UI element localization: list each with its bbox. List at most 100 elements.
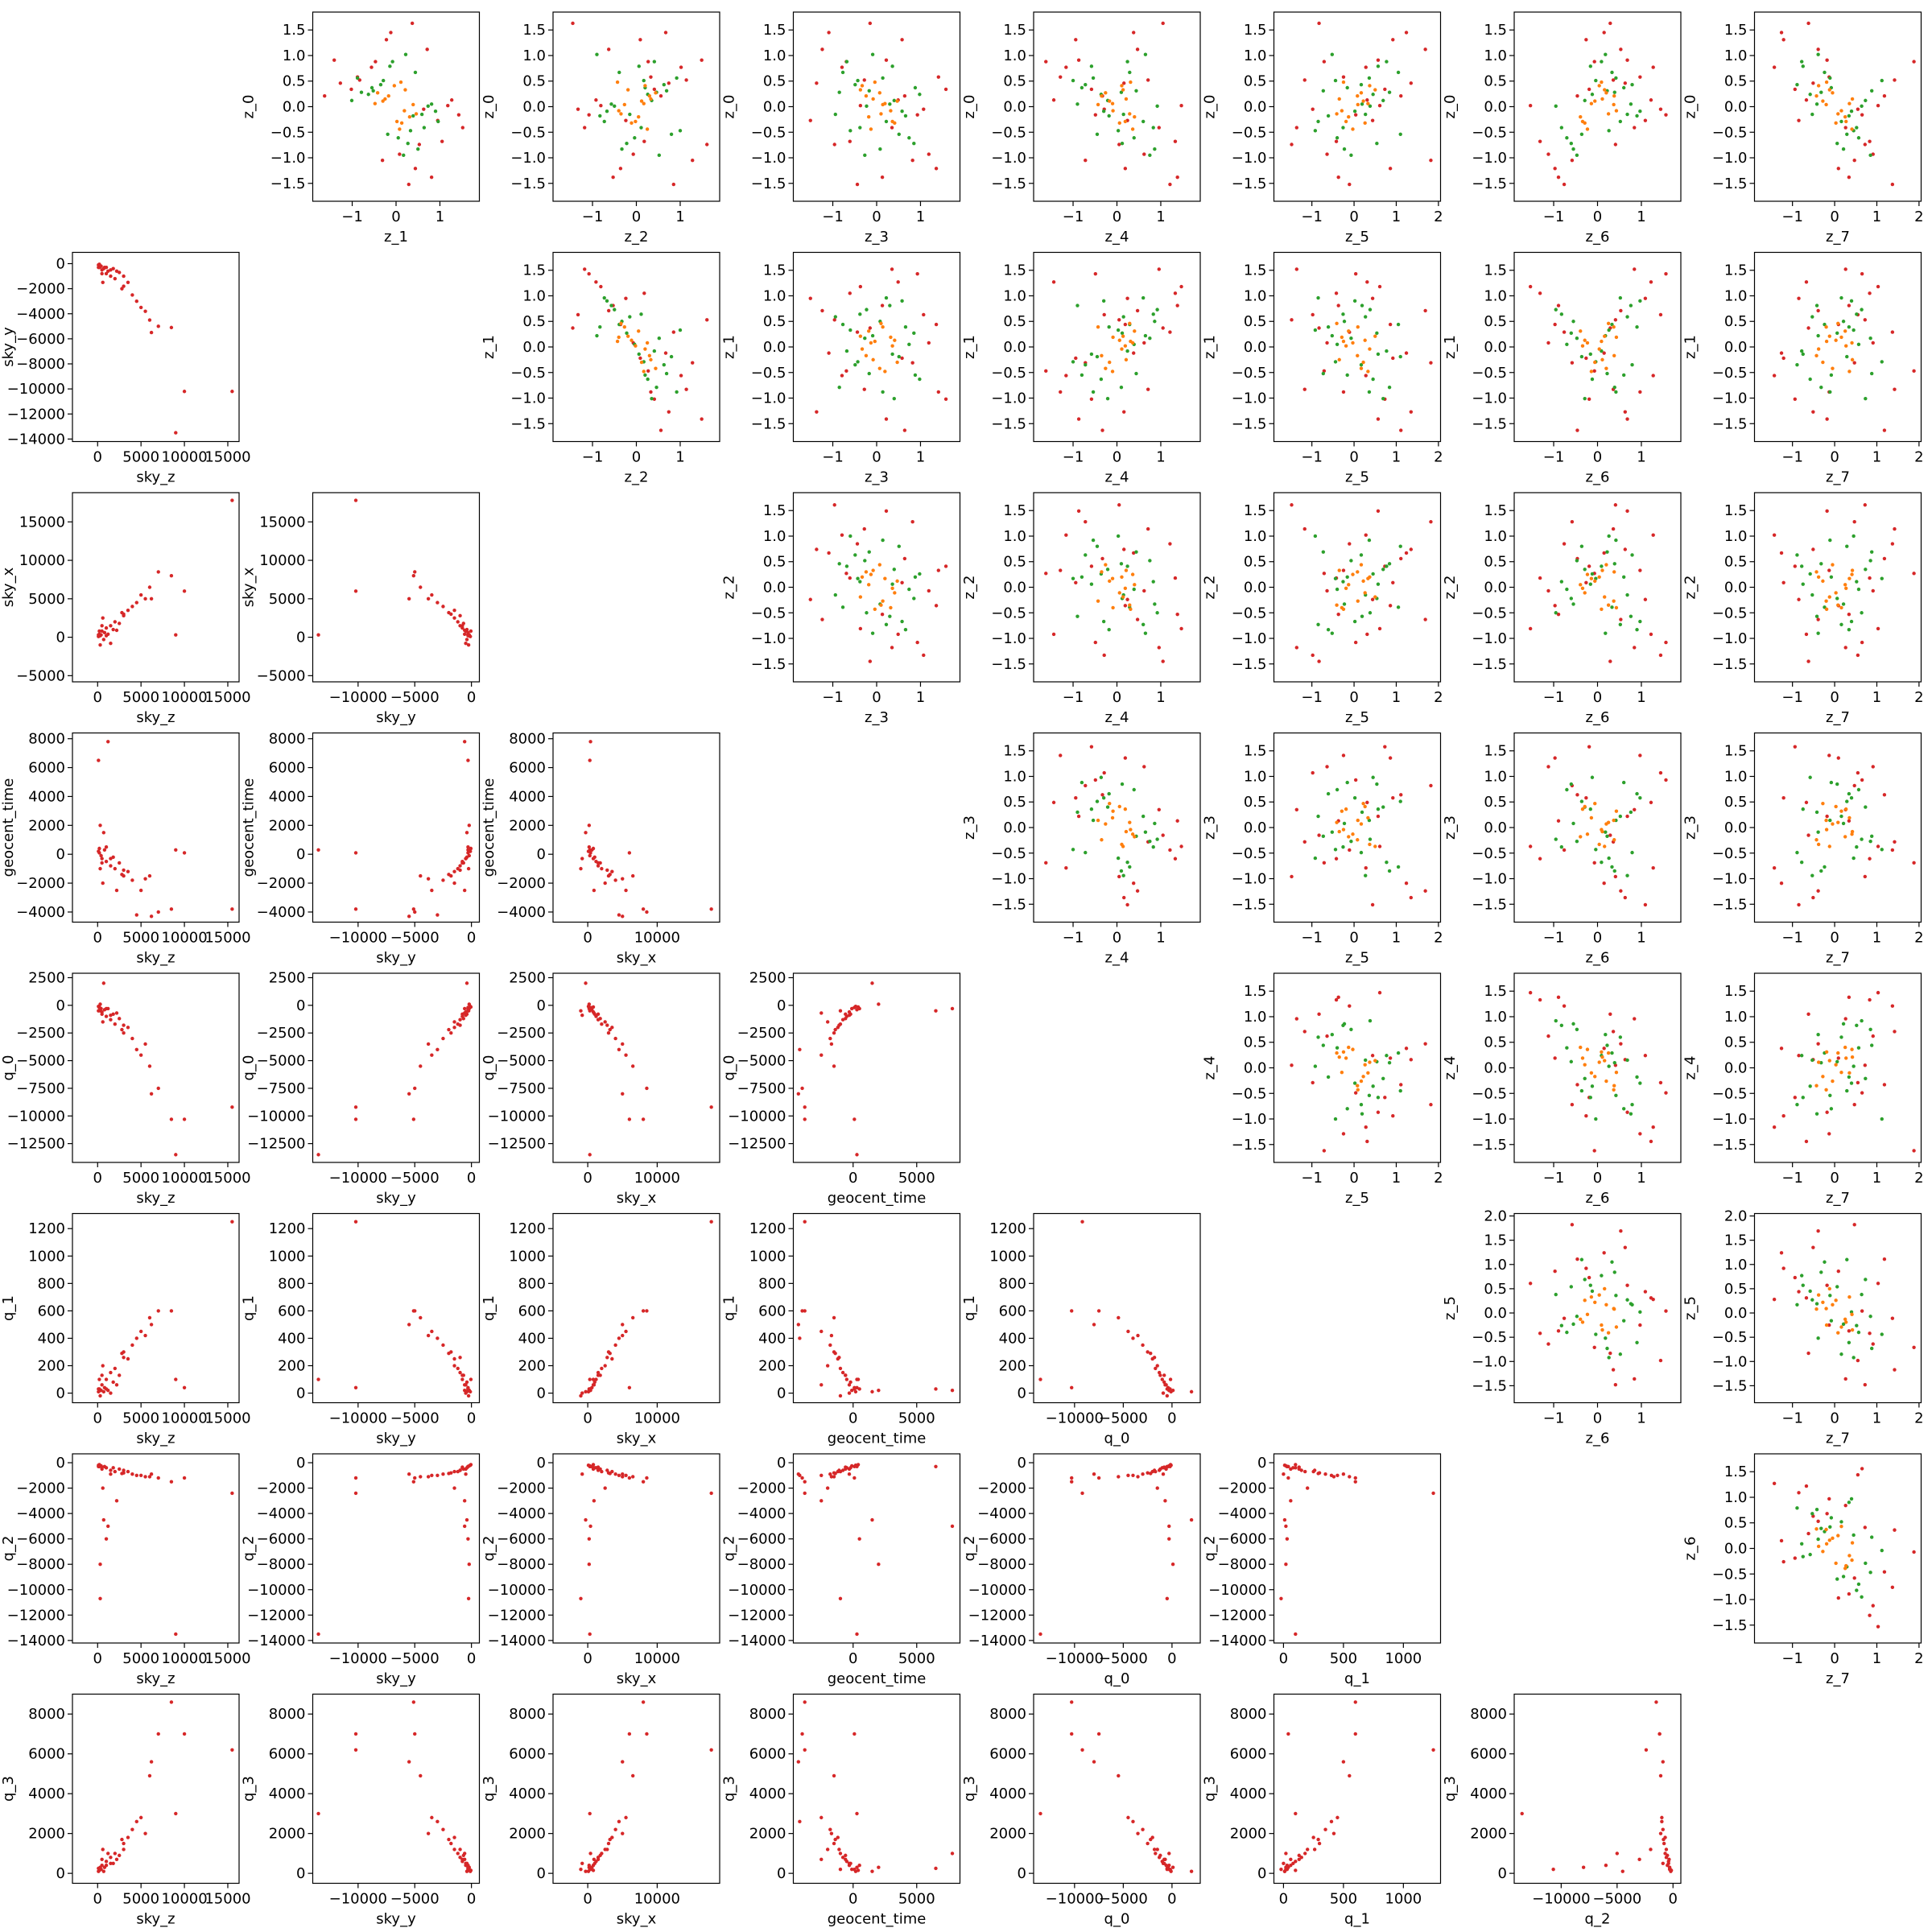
x-tick-label: −1: [1543, 449, 1565, 466]
point: [1849, 1081, 1854, 1085]
point: [384, 38, 389, 42]
point: [406, 142, 410, 146]
axes-frame: [312, 1693, 481, 1885]
point: [1584, 356, 1588, 361]
point: [104, 859, 109, 864]
point: [1583, 1278, 1587, 1282]
y-tick-label: 2000: [509, 817, 546, 834]
point: [840, 70, 845, 75]
point: [353, 1117, 358, 1121]
point: [1559, 1323, 1564, 1327]
point: [1584, 795, 1588, 800]
point: [1810, 1512, 1814, 1516]
y-axis-label: geocent_time: [0, 778, 17, 877]
y-axis-label: q_1: [0, 1295, 17, 1321]
point: [1157, 646, 1161, 650]
x-tick-label: 1: [1872, 1650, 1881, 1667]
point: [99, 633, 103, 637]
point: [579, 866, 583, 871]
point: [1819, 1270, 1823, 1274]
point: [1849, 299, 1854, 303]
y-tick-label: 0.0: [1724, 99, 1748, 116]
point: [1149, 1837, 1153, 1842]
point: [1661, 1861, 1665, 1865]
point: [1864, 1076, 1868, 1081]
point: [1575, 1257, 1579, 1261]
x-axis-label: sky_y: [376, 950, 416, 967]
point: [1814, 93, 1818, 98]
point: [1847, 612, 1852, 617]
point: [610, 1026, 614, 1030]
point: [1554, 104, 1558, 109]
point: [1890, 182, 1895, 187]
y-tick-label: −5000: [16, 1053, 65, 1070]
point: [803, 1117, 807, 1121]
point: [1148, 336, 1152, 341]
point: [599, 104, 603, 108]
point: [109, 864, 113, 868]
y-tick-label: −1.5: [991, 175, 1026, 192]
point: [1621, 1319, 1626, 1323]
point: [1377, 104, 1382, 108]
x-tick-label: 1: [1156, 449, 1165, 466]
y-tick-label: 600: [38, 1302, 65, 1319]
point: [1356, 1088, 1360, 1092]
point: [1312, 1468, 1317, 1472]
point: [1876, 626, 1880, 631]
points: [808, 267, 948, 432]
point: [669, 354, 674, 359]
point: [1569, 142, 1574, 146]
point: [1371, 572, 1375, 576]
point: [1629, 102, 1633, 106]
point: [1839, 809, 1843, 813]
point: [469, 846, 473, 851]
point: [922, 107, 926, 111]
point: [630, 338, 634, 342]
point: [1852, 158, 1856, 163]
y-tick-label: −8000: [1218, 1556, 1267, 1573]
point: [910, 361, 914, 365]
point: [1804, 800, 1809, 805]
point: [903, 325, 908, 329]
point: [1839, 109, 1843, 113]
point: [705, 142, 709, 147]
y-tick-label: 1.0: [522, 287, 546, 304]
point: [1553, 167, 1557, 171]
x-tick-label: 1: [1637, 1410, 1645, 1427]
point: [641, 1480, 646, 1484]
x-tick-label: 0: [1167, 1650, 1176, 1667]
point: [1847, 791, 1852, 796]
point: [122, 1356, 126, 1360]
point: [1562, 542, 1567, 546]
point: [1538, 291, 1542, 295]
point: [1132, 136, 1136, 140]
y-tick-label: 2000: [269, 817, 306, 834]
point: [796, 1323, 801, 1327]
y-tick-label: −12500: [728, 1136, 786, 1153]
point: [1584, 38, 1588, 42]
panel: −1.5−1.0−0.50.00.51.01.5−1 0 1z_4z_3: [961, 732, 1201, 967]
point: [584, 1517, 588, 1522]
point: [1569, 1059, 1574, 1064]
point: [1136, 1831, 1140, 1835]
x-axis-label: q_0: [1104, 1670, 1130, 1687]
point: [880, 612, 885, 617]
point: [1845, 1088, 1849, 1093]
point: [1121, 315, 1125, 319]
point: [1824, 1088, 1828, 1092]
y-tick-label: 1.5: [522, 262, 546, 279]
y-tick-label: 1200: [989, 1220, 1026, 1237]
axes-frame: [1273, 1693, 1442, 1885]
point: [1148, 559, 1152, 563]
x-tick-label: 0: [1113, 208, 1121, 225]
point: [419, 1475, 423, 1479]
point: [871, 568, 875, 572]
point: [109, 857, 113, 861]
y-tick-label: −10000: [728, 1582, 786, 1599]
point: [1423, 308, 1427, 313]
point: [458, 1370, 462, 1375]
point: [1348, 1004, 1352, 1008]
point: [1868, 1315, 1872, 1319]
point: [642, 291, 646, 295]
y-tick-label: 4000: [989, 1785, 1026, 1802]
